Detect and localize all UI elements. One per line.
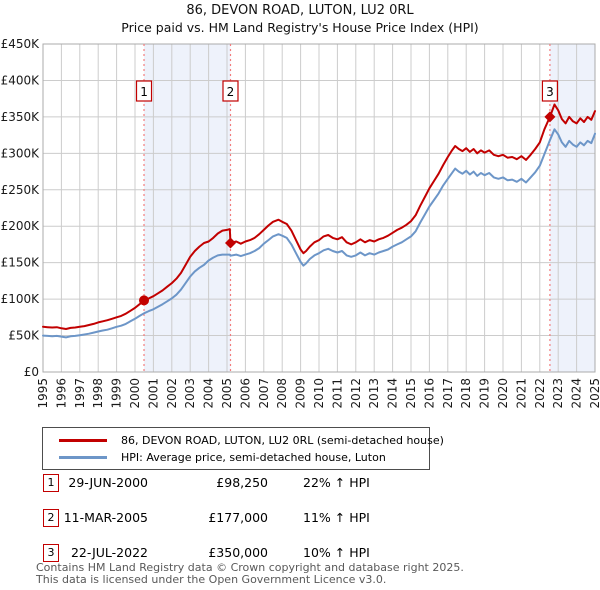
x-tick-label: 2013 [367,378,381,409]
legend-label-hpi: HPI: Average price, semi-detached house,… [121,451,386,464]
table-row: 1 29-JUN-2000 £98,250 22% ↑ HPI [0,474,600,494]
sale-date: 22-JUL-2022 [70,545,148,560]
y-tick-label: £300K [1,146,41,160]
y-tick-label: £150K [1,256,41,270]
sale-flag-label: 3 [546,85,554,99]
x-tick-label: 2003 [183,378,197,409]
x-tick-label: 2001 [146,378,160,409]
legend-item-hpi: HPI: Average price, semi-detached house,… [49,449,423,466]
sale-marker-3 [544,111,556,123]
price-chart: 1 2 3 £0 £50K £100K £150K £200K £250K £300K £350K £… [1,37,600,409]
x-tick-label: 1996 [54,378,68,409]
sale-flag-label: 1 [140,85,148,99]
price-line-swatch [59,439,107,442]
y-tick-label: £400K [1,73,41,87]
y-tick-label: £250K [1,183,41,197]
sale-number-badge: 3 [43,544,59,562]
footer-line-2: This data is licensed under the Open Gov… [36,572,387,586]
page-title: 86, DEVON ROAD, LUTON, LU2 0RL [186,3,414,18]
sale-date: 29-JUN-2000 [68,475,148,490]
y-tick-label: £350K [1,110,41,124]
x-tick-label: 2022 [533,378,547,409]
x-tick-label: 2002 [165,378,179,409]
table-row: 3 22-JUL-2022 £350,000 10% ↑ HPI [0,544,600,564]
x-tick-label: 2016 [422,378,436,409]
y-tick-label: £100K [1,292,41,306]
x-tick-label: 2010 [312,378,326,409]
x-tick-label: 2007 [257,378,271,409]
sale-hpi-delta: 10% ↑ HPI [303,545,370,560]
sale-price: £98,250 [216,475,268,490]
x-tick-label: 2012 [349,378,363,409]
x-tick-label: 1999 [110,378,124,409]
x-tick-label: 2019 [478,378,492,409]
x-tick-label: 2020 [496,378,510,409]
x-tick-label: 1998 [91,378,105,409]
y-tick-label: £200K [1,219,41,233]
x-tick-label: 2018 [459,378,473,409]
x-tick-label: 2006 [238,378,252,409]
y-tick-label: £50K [8,329,40,343]
legend-label-price-paid: 86, DEVON ROAD, LUTON, LU2 0RL (semi-det… [121,434,444,447]
sale-flag-label: 2 [227,85,235,99]
x-tick-label: 2023 [551,378,565,409]
sale-price: £177,000 [208,510,268,525]
legend-item-price-paid: 86, DEVON ROAD, LUTON, LU2 0RL (semi-det… [49,432,444,449]
x-tick-label: 1997 [73,378,87,409]
sale-marker-1 [139,295,150,306]
sale-marker-2 [224,237,236,249]
x-tick-label: 2017 [441,378,455,409]
x-tick-label: 2011 [330,378,344,409]
sale-hpi-delta: 11% ↑ HPI [303,510,370,525]
between-sales-band [144,44,231,372]
y-tick-label: £0 [24,365,39,379]
x-tick-label: 2004 [202,378,216,409]
license-footer: Contains HM Land Registry data © Crown c… [36,562,596,585]
sale-number-badge: 2 [43,509,59,527]
x-tick-label: 1995 [36,378,50,409]
x-tick-label: 2015 [404,378,418,409]
sale-flag-box-2 [222,80,239,102]
table-row: 2 11-MAR-2005 £177,000 11% ↑ HPI [0,509,600,529]
x-tick-label: 2014 [386,378,400,409]
x-tick-label: 2008 [275,378,289,409]
y-tick-label: £450K [1,37,41,51]
x-tick-label: 2024 [570,378,584,409]
x-tick-label: 2025 [588,378,600,409]
sale-number-badge: 1 [43,474,59,492]
x-tick-label: 2021 [514,378,528,409]
footer-line-1: Contains HM Land Registry data © Crown c… [36,561,464,574]
x-tick-label: 2000 [128,378,142,409]
x-tick-label: 2009 [294,378,308,409]
legend: 86, DEVON ROAD, LUTON, LU2 0RL (semi-det… [42,427,444,470]
hpi-line-swatch [59,456,107,459]
page-subtitle: Price paid vs. HM Land Registry's House … [121,20,479,35]
x-tick-label: 2005 [220,378,234,409]
price-paid-line [42,103,596,330]
hpi-line [42,128,596,339]
sale-price: £350,000 [208,545,268,560]
sale-hpi-delta: 22% ↑ HPI [303,475,370,490]
sale-flag-box-1 [135,80,153,102]
plot-border [42,43,596,373]
sale-date: 11-MAR-2005 [63,510,148,525]
sale-flag-box-3 [541,80,559,102]
